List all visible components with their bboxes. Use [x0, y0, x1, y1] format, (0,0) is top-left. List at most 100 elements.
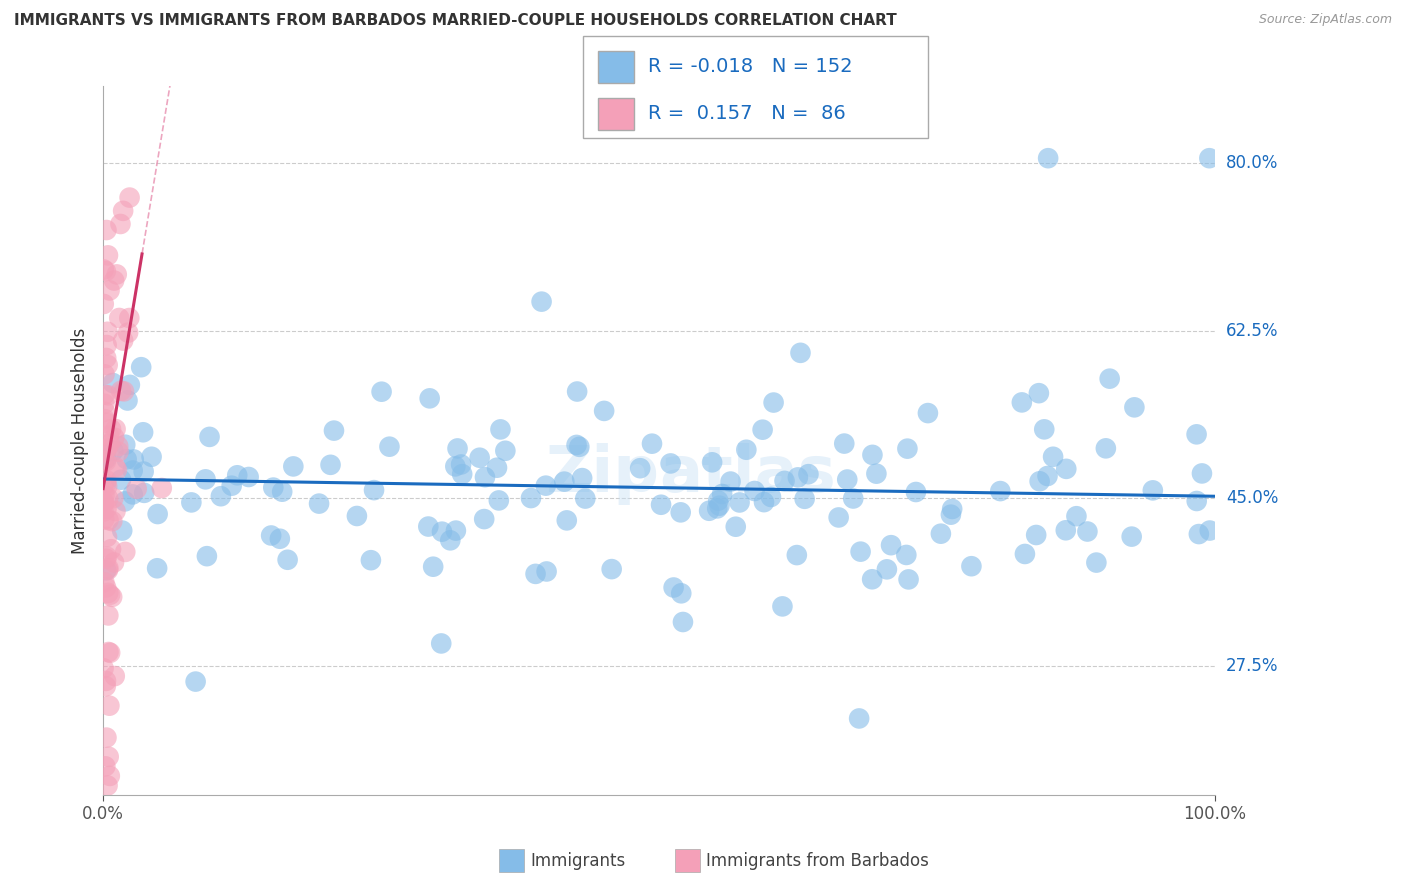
Point: [107, 444, 129, 458]
Point: [1185, 427, 1208, 442]
Point: [1028, 386, 1050, 401]
Point: [103, 491, 125, 505]
Point: [789, 346, 811, 360]
Point: [472, 512, 495, 526]
Point: [1011, 395, 1033, 409]
Point: [370, 384, 392, 399]
Point: [283, 459, 305, 474]
Point: [650, 498, 672, 512]
Point: [112, 203, 135, 218]
Point: [94, 563, 117, 577]
Point: [238, 470, 260, 484]
Point: [842, 491, 865, 506]
Point: [1036, 469, 1059, 483]
Point: [751, 423, 773, 437]
Point: [474, 470, 496, 484]
Point: [450, 458, 472, 472]
Point: [430, 636, 453, 650]
Text: Immigrants from Barbados: Immigrants from Barbados: [706, 852, 929, 870]
Point: [93, 495, 115, 509]
Point: [93, 445, 115, 459]
Point: [96, 223, 118, 237]
Point: [103, 443, 125, 458]
Point: [114, 494, 136, 508]
Point: [104, 460, 127, 475]
Point: [568, 440, 591, 454]
Point: [103, 431, 125, 445]
Point: [1188, 527, 1211, 541]
Point: [759, 490, 782, 504]
Point: [960, 559, 983, 574]
Point: [346, 508, 368, 523]
Point: [628, 461, 651, 475]
Point: [96, 442, 118, 456]
Point: [876, 562, 898, 576]
Text: 62.5%: 62.5%: [1226, 322, 1278, 340]
Point: [96, 351, 118, 365]
Point: [110, 384, 132, 398]
Point: [439, 533, 461, 548]
Point: [97, 358, 120, 372]
Point: [110, 473, 132, 487]
Point: [134, 486, 156, 500]
Point: [103, 556, 125, 570]
Point: [104, 504, 127, 518]
Text: Zip: Zip: [546, 443, 659, 505]
Point: [93, 297, 115, 311]
Point: [565, 438, 588, 452]
Point: [444, 459, 467, 474]
Point: [700, 455, 723, 469]
Point: [724, 519, 747, 533]
Point: [125, 482, 148, 496]
Point: [114, 438, 136, 452]
Point: [735, 442, 758, 457]
Point: [520, 491, 543, 505]
Point: [1054, 462, 1077, 476]
Point: [100, 422, 122, 436]
Point: [308, 497, 330, 511]
Point: [96, 451, 118, 466]
Point: [98, 588, 121, 602]
Point: [378, 440, 401, 454]
Point: [146, 561, 169, 575]
Point: [904, 485, 927, 500]
Point: [827, 510, 849, 524]
Point: [793, 491, 815, 506]
Point: [91, 498, 114, 512]
Point: [773, 474, 796, 488]
Point: [671, 586, 693, 600]
Point: [104, 669, 127, 683]
Point: [94, 673, 117, 688]
Point: [418, 519, 440, 533]
Text: 80.0%: 80.0%: [1226, 154, 1278, 172]
Point: [101, 376, 124, 390]
Point: [1014, 547, 1036, 561]
Point: [108, 310, 131, 325]
Point: [118, 377, 141, 392]
Point: [697, 504, 720, 518]
Point: [96, 325, 118, 339]
Point: [98, 646, 121, 660]
Point: [146, 507, 169, 521]
Point: [93, 397, 115, 411]
Point: [709, 499, 731, 513]
Point: [323, 424, 346, 438]
Point: [198, 430, 221, 444]
Point: [530, 294, 553, 309]
Point: [728, 495, 751, 509]
Point: [832, 436, 855, 450]
Point: [93, 476, 115, 491]
Point: [1095, 442, 1118, 456]
Point: [97, 388, 120, 402]
Point: [553, 475, 575, 489]
Point: [706, 501, 728, 516]
Point: [94, 405, 117, 419]
Point: [536, 565, 558, 579]
Point: [98, 436, 121, 450]
Point: [555, 513, 578, 527]
Point: [641, 436, 664, 450]
Point: [96, 530, 118, 544]
Point: [98, 769, 121, 783]
Point: [93, 387, 115, 401]
Point: [221, 478, 243, 492]
